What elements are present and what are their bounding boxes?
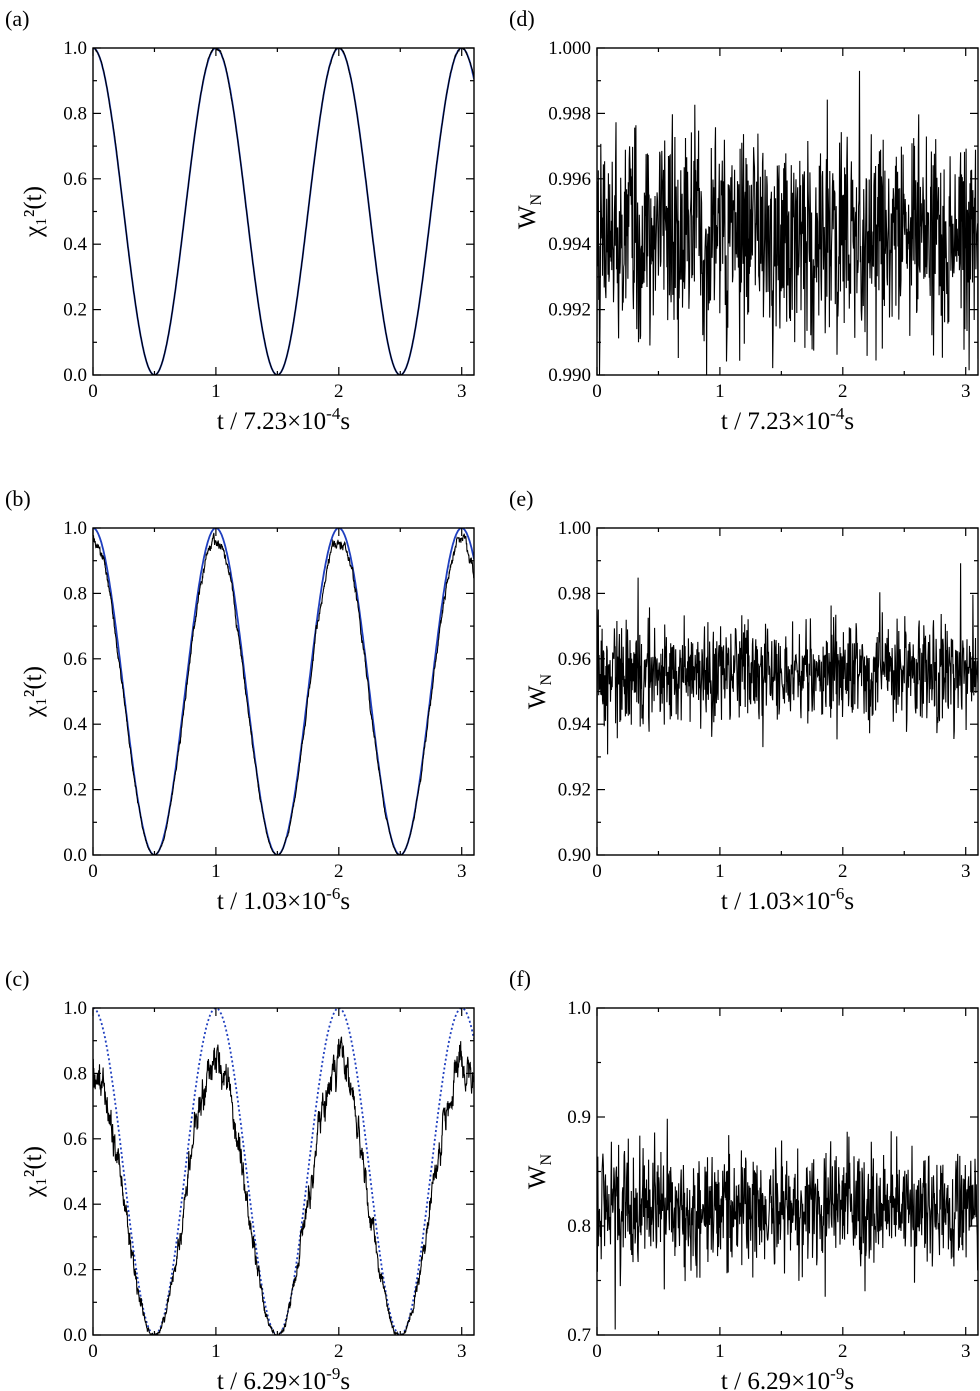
plot-frame — [92, 47, 475, 376]
y-tick-label: 0.8 — [567, 1216, 591, 1237]
plot-area — [597, 70, 978, 375]
y-tick-label: 0.994 — [548, 234, 591, 255]
x-tick-label: 3 — [961, 381, 971, 402]
y-axis-label: χ₁²(t) — [20, 186, 47, 238]
x-tick-label: 3 — [457, 861, 467, 882]
panel-label: (b) — [5, 486, 31, 511]
y-tick-label: 0.98 — [558, 583, 591, 604]
y-tick-label: 0.8 — [63, 1063, 87, 1084]
y-tick-label: 0.96 — [558, 649, 591, 670]
y-tick-label: 0.2 — [63, 780, 87, 801]
plot-area — [597, 1118, 978, 1330]
y-axis-label: WN — [514, 193, 545, 229]
series-simulated-line — [93, 532, 474, 855]
x-tick-label: 1 — [211, 1341, 221, 1362]
x-tick-label: 1 — [211, 381, 221, 402]
x-tick-label: 0 — [88, 1341, 98, 1362]
y-axis-label: WN — [524, 1153, 555, 1189]
plot-frame — [92, 527, 475, 856]
panel-b: 0 1 2 3 0.0 0.2 0.4 0.6 0.8 1.0 (b) t / 1.03×10-6s χ… — [5, 486, 475, 915]
y-tick-label: 0.0 — [63, 1325, 87, 1346]
x-tick-label: 2 — [838, 1341, 848, 1362]
series-simulated-line — [93, 48, 474, 375]
plot-area — [93, 48, 474, 375]
panel-e: 0 1 2 3 0.90 0.92 0.94 0.96 0.98 1.00 (e) t / 1.03×… — [509, 486, 979, 915]
y-tick-label: 0.990 — [548, 365, 591, 386]
x-axis-label: t / 1.03×10-6s — [217, 884, 350, 915]
x-tick-label: 2 — [334, 381, 344, 402]
y-tick-label: 0.2 — [63, 300, 87, 321]
series-reference-line — [93, 528, 474, 855]
y-tick-label: 1.0 — [63, 38, 87, 59]
x-tick-label: 0 — [88, 381, 98, 402]
y-tick-label: 0.2 — [63, 1260, 87, 1281]
x-axis-label: t / 6.29×10-9s — [721, 1364, 854, 1391]
y-tick-label: 1.00 — [558, 518, 591, 539]
y-tick-label: 0.998 — [548, 103, 591, 124]
y-tick-label: 0.4 — [63, 234, 87, 255]
y-tick-label: 0.6 — [63, 649, 87, 670]
y-axis-label: χ₁²(t) — [20, 666, 47, 718]
panel-label: (f) — [509, 966, 531, 991]
panel-label: (c) — [5, 966, 29, 991]
panel-label: (e) — [509, 486, 533, 511]
y-tick-label: 1.0 — [63, 518, 87, 539]
y-tick-label: 0.992 — [548, 300, 591, 321]
x-tick-label: 0 — [592, 381, 602, 402]
x-tick-label: 2 — [838, 861, 848, 882]
x-tick-label: 1 — [715, 1341, 725, 1362]
series-noisy-line — [597, 70, 978, 375]
y-tick-label: 1.0 — [63, 998, 87, 1019]
y-tick-label: 0.90 — [558, 845, 591, 866]
x-axis-label: t / 6.29×10-9s — [217, 1364, 350, 1391]
y-axis-label: χ₁²(t) — [20, 1146, 47, 1198]
x-tick-label: 3 — [961, 861, 971, 882]
panel-c: 0 1 2 3 0.0 0.2 0.4 0.6 0.8 1.0 (c) t / 6.29×10-9s χ… — [5, 966, 475, 1391]
y-tick-label: 0.92 — [558, 780, 591, 801]
x-tick-label: 3 — [961, 1341, 971, 1362]
y-tick-label: 0.0 — [63, 365, 87, 386]
y-tick-label: 1.000 — [548, 38, 591, 59]
panel-label: (a) — [5, 6, 29, 31]
plot-area — [93, 1008, 474, 1335]
y-tick-label: 0.7 — [567, 1325, 591, 1346]
series-noisy-line — [597, 563, 978, 755]
panel-label: (d) — [509, 6, 535, 31]
y-axis-label: WN — [524, 673, 555, 709]
x-tick-label: 1 — [715, 861, 725, 882]
series-noisy-line — [597, 1118, 978, 1330]
y-tick-label: 0.94 — [558, 714, 592, 735]
y-tick-label: 0.4 — [63, 1194, 87, 1215]
panel-a: 0 1 2 3 0.0 0.2 0.4 0.6 0.8 1.0 (a) t / 7.23×10-4s χ… — [5, 6, 475, 435]
y-tick-label: 0.996 — [548, 169, 591, 190]
y-tick-label: 0.6 — [63, 169, 87, 190]
x-tick-label: 1 — [715, 381, 725, 402]
x-axis-label: t / 7.23×10-4s — [721, 404, 854, 435]
x-tick-label: 0 — [592, 861, 602, 882]
x-tick-label: 3 — [457, 1341, 467, 1362]
x-tick-label: 0 — [592, 1341, 602, 1362]
panel-d: 0 1 2 3 0.990 0.992 0.994 0.996 0.998 1.000 (d) t /… — [509, 6, 979, 435]
y-tick-label: 1.0 — [567, 998, 591, 1019]
x-tick-label: 2 — [838, 381, 848, 402]
x-tick-label: 0 — [88, 861, 98, 882]
x-tick-label: 2 — [334, 861, 344, 882]
x-axis-label: t / 7.23×10-4s — [217, 404, 350, 435]
x-tick-label: 1 — [211, 861, 221, 882]
series-simulated-line — [93, 1036, 474, 1335]
y-tick-label: 0.9 — [567, 1107, 591, 1128]
y-tick-label: 0.4 — [63, 714, 87, 735]
y-tick-label: 0.0 — [63, 845, 87, 866]
panel-f: 0 1 2 3 0.7 0.8 0.9 1.0 (f) t / 6.29×10-9s WN — [509, 966, 979, 1391]
x-tick-label: 2 — [334, 1341, 344, 1362]
y-tick-label: 0.6 — [63, 1129, 87, 1150]
plot-area — [93, 528, 474, 855]
y-tick-label: 0.8 — [63, 583, 87, 604]
y-tick-label: 0.8 — [63, 103, 87, 124]
x-tick-label: 3 — [457, 381, 467, 402]
x-axis-label: t / 1.03×10-6s — [721, 884, 854, 915]
plot-area — [597, 563, 978, 755]
series-reference-line — [93, 48, 474, 375]
